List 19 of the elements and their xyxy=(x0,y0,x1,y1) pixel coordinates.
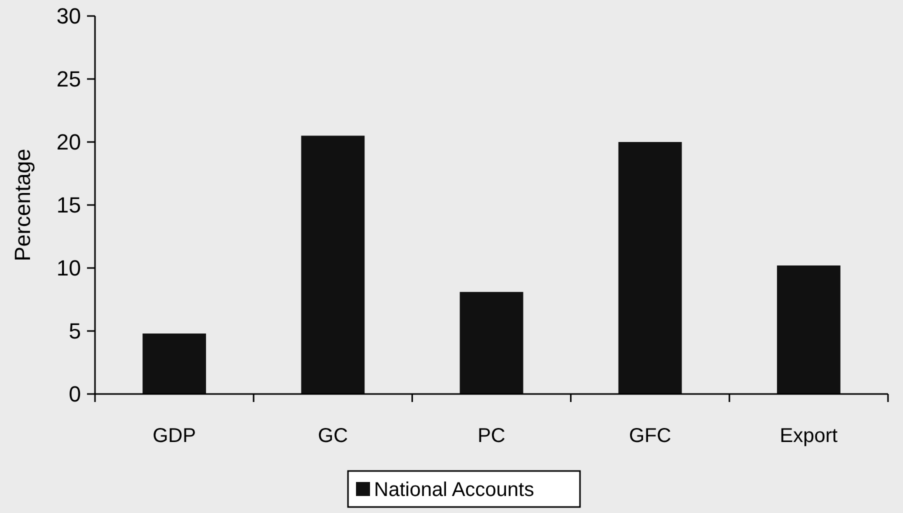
bar xyxy=(142,334,206,394)
x-tick-label: GFC xyxy=(628,425,672,447)
bar xyxy=(618,142,682,394)
y-tick-label: 15 xyxy=(56,192,81,218)
x-tick-label: Export xyxy=(780,425,838,447)
x-tick-label: PC xyxy=(478,425,506,447)
y-tick-label: 5 xyxy=(68,318,81,344)
bar xyxy=(776,265,840,394)
y-tick-label: 10 xyxy=(56,256,81,281)
x-tick-label: GC xyxy=(318,425,348,447)
y-tick-label: 25 xyxy=(56,66,81,92)
y-tick-label: 20 xyxy=(56,130,81,155)
y-tick-label: 0 xyxy=(68,382,81,407)
legend-label: National Accounts xyxy=(374,479,534,501)
bar xyxy=(460,292,524,394)
y-axis-title: Percentage xyxy=(10,148,35,262)
x-tick-label: GDP xyxy=(152,425,196,447)
y-tick-label: 30 xyxy=(56,4,81,29)
bar xyxy=(301,136,365,394)
